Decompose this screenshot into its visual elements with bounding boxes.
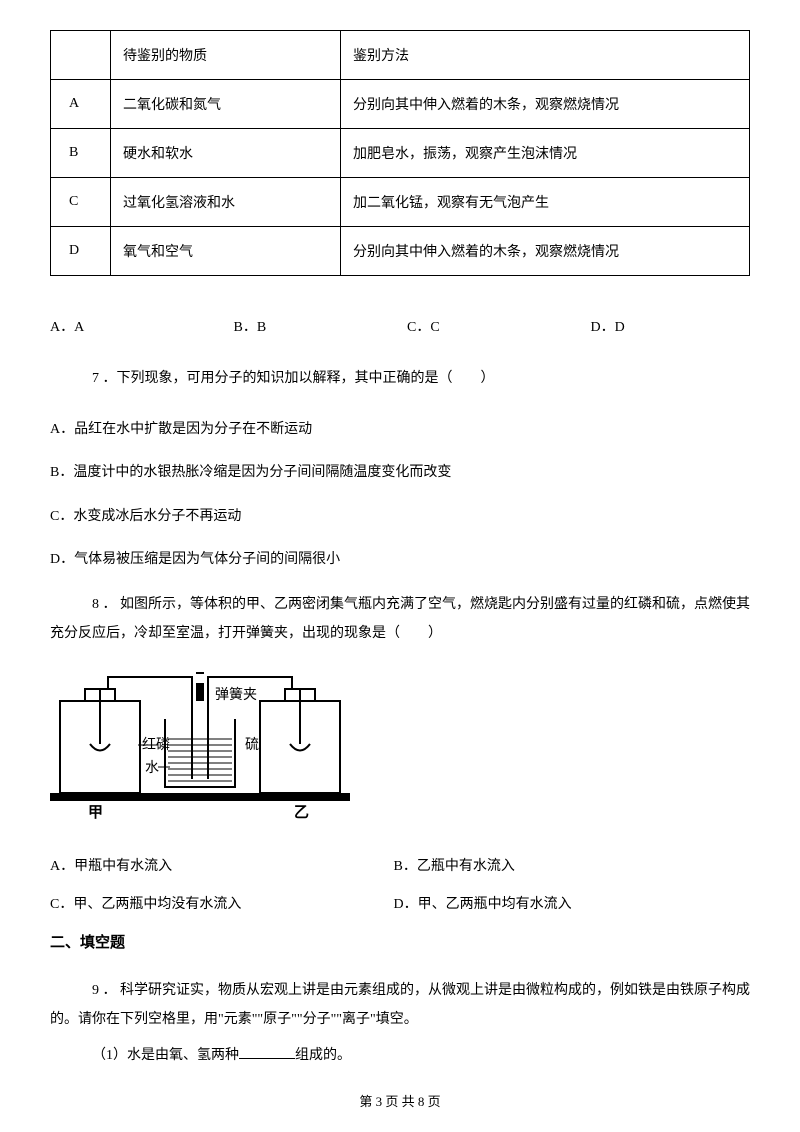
cell-c-method: 加二氧化锰，观察有无气泡产生	[341, 178, 750, 227]
q6-opt-d: D．D	[591, 316, 625, 336]
q9-sub1: （1）水是由氧、氢两种 组成的。	[50, 1043, 750, 1068]
q6-opt-b: B．B	[234, 316, 404, 336]
label-yi: 乙	[294, 805, 309, 821]
header-cell-method: 鉴别方法	[341, 31, 750, 80]
cell-c-substance: 过氧化氢溶液和水	[111, 178, 341, 227]
header-cell-blank	[51, 31, 111, 80]
section-fill-blank: 二、填空题	[50, 931, 750, 952]
table-row: C 过氧化氢溶液和水 加二氧化锰，观察有无气泡产生	[51, 178, 750, 227]
q9-sub1-after: 组成的。	[295, 1048, 351, 1063]
cell-d-substance: 氧气和空气	[111, 227, 341, 276]
table-header-row: 待鉴别的物质 鉴别方法	[51, 31, 750, 80]
q8-opt-a: A．甲瓶中有水流入	[50, 855, 390, 875]
q6-opt-c: C．C	[407, 316, 587, 336]
cell-b-method: 加肥皂水，振荡，观察产生泡沫情况	[341, 129, 750, 178]
q9-stem: 9 ． 科学研究证实，物质从宏观上讲是由元素组成的，从微观上讲是由微粒构成的，例…	[50, 976, 750, 1035]
q8-opt-row1: A．甲瓶中有水流入 B．乙瓶中有水流入	[50, 855, 750, 875]
header-cell-substance: 待鉴别的物质	[111, 31, 341, 80]
q8-opt-row2: C．甲、乙两瓶中均没有水流入 D．甲、乙两瓶中均有水流入	[50, 893, 750, 913]
q7-opt-b: B．温度计中的水银热胀冷缩是因为分子间间隔随温度变化而改变	[50, 460, 750, 485]
label-water: 水	[145, 760, 159, 776]
q7-opt-a: A．品红在水中扩散是因为分子在不断运动	[50, 417, 750, 442]
q8-opt-d: D．甲、乙两瓶中均有水流入	[394, 893, 572, 913]
apparatus-svg: 弹簧夹 红磷 硫 水 甲 乙	[50, 669, 350, 824]
cell-a-label: A	[51, 80, 111, 129]
table-row: D 氧气和空气 分别向其中伸入燃着的木条，观察燃烧情况	[51, 227, 750, 276]
q7-opt-c: C．水变成冰后水分子不再运动	[50, 504, 750, 529]
cell-a-method: 分别向其中伸入燃着的木条，观察燃烧情况	[341, 80, 750, 129]
label-jia: 甲	[88, 804, 103, 821]
q9-blank1[interactable]	[239, 1045, 295, 1059]
q9-sub1-before: （1）水是由氧、氢两种	[92, 1048, 239, 1063]
apparatus-diagram: 弹簧夹 红磷 硫 水 甲 乙	[50, 669, 750, 829]
page-footer: 第 3 页 共 8 页	[0, 1091, 800, 1110]
q7-stem: 7 ．下列现象，可用分子的知识加以解释，其中正确的是（ ）	[50, 366, 750, 391]
q7-opt-d: D．气体易被压缩是因为气体分子间的间隔很小	[50, 547, 750, 572]
table-row: A 二氧化碳和氮气 分别向其中伸入燃着的木条，观察燃烧情况	[51, 80, 750, 129]
q8-opt-c: C．甲、乙两瓶中均没有水流入	[50, 893, 390, 913]
cell-a-substance: 二氧化碳和氮气	[111, 80, 341, 129]
cell-b-substance: 硬水和软水	[111, 129, 341, 178]
table-row: B 硬水和软水 加肥皂水，振荡，观察产生泡沫情况	[51, 129, 750, 178]
cell-d-method: 分别向其中伸入燃着的木条，观察燃烧情况	[341, 227, 750, 276]
label-sulfur: 硫	[245, 737, 259, 753]
identification-table: 待鉴别的物质 鉴别方法 A 二氧化碳和氮气 分别向其中伸入燃着的木条，观察燃烧情…	[50, 30, 750, 276]
label-spring: 弹簧夹	[215, 687, 257, 703]
cell-c-label: C	[51, 178, 111, 227]
cell-b-label: B	[51, 129, 111, 178]
q8-opt-b: B．乙瓶中有水流入	[394, 855, 515, 875]
q8-stem: 8 ． 如图所示，等体积的甲、乙两密闭集气瓶内充满了空气，燃烧匙内分别盛有过量的…	[50, 590, 750, 649]
q6-opt-a: A．A	[50, 316, 230, 336]
cell-d-label: D	[51, 227, 111, 276]
q6-options: A．A B．B C．C D．D	[50, 316, 750, 336]
